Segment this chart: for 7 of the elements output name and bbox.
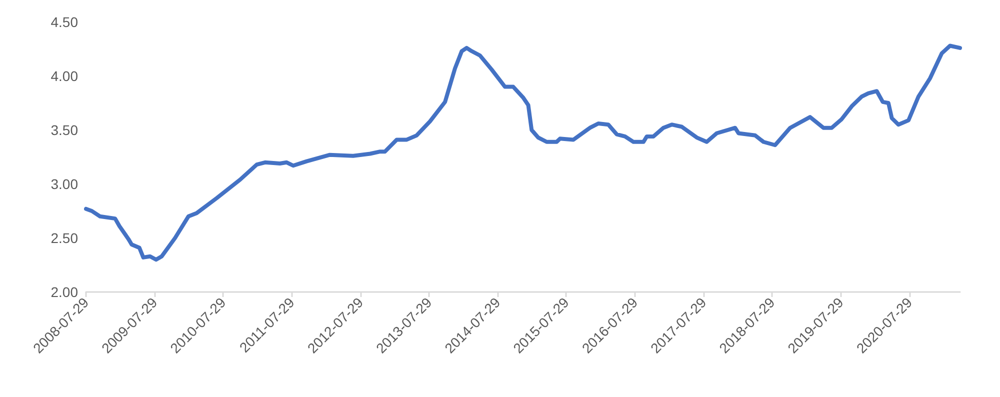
line-series: [84, 44, 962, 262]
y-tick-label: 2.00: [50, 284, 78, 300]
y-tick-label: 2.50: [50, 230, 78, 246]
y-tick-label: 4.00: [50, 68, 78, 84]
y-tick-label: 3.00: [50, 176, 78, 192]
y-tick-label: 3.50: [50, 122, 78, 138]
y-tick-label: 4.50: [50, 14, 78, 30]
